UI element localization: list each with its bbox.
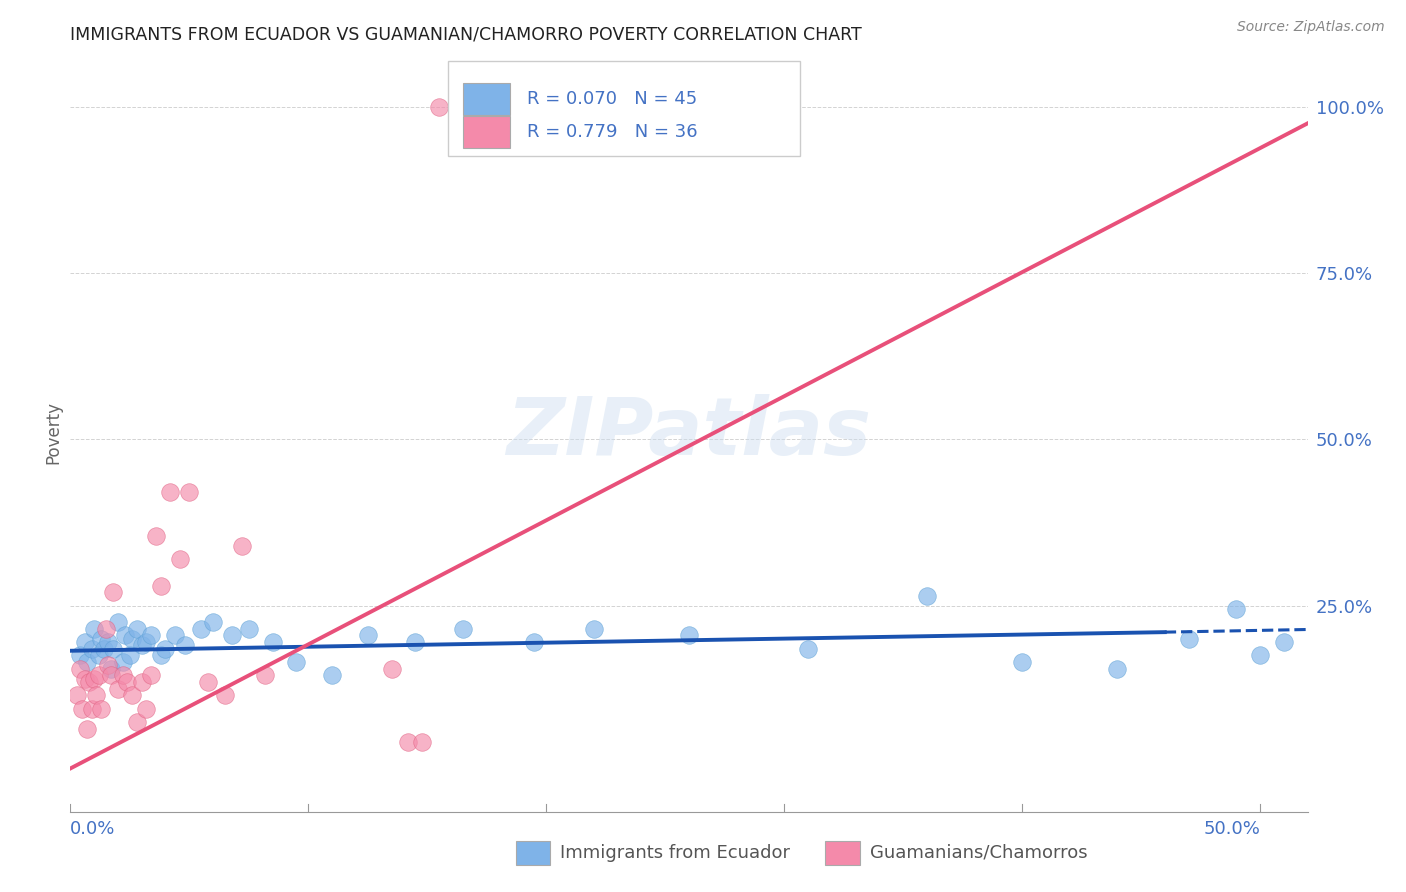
Text: ZIPatlas: ZIPatlas xyxy=(506,393,872,472)
Point xyxy=(114,628,136,642)
Point xyxy=(1011,655,1033,669)
Point xyxy=(678,628,700,642)
Point xyxy=(131,639,153,653)
Text: Guamanians/Chamorros: Guamanians/Chamorros xyxy=(869,844,1087,862)
Point xyxy=(70,701,93,715)
Point xyxy=(111,668,134,682)
Point xyxy=(1177,632,1199,646)
Text: 50.0%: 50.0% xyxy=(1204,820,1260,838)
Point xyxy=(221,628,243,642)
Point xyxy=(396,735,419,749)
Point xyxy=(94,622,117,636)
Point xyxy=(125,622,148,636)
Point xyxy=(118,648,141,663)
Point xyxy=(97,658,120,673)
Point xyxy=(262,635,284,649)
Point xyxy=(321,668,343,682)
Point xyxy=(111,655,134,669)
Point xyxy=(80,641,103,656)
Point xyxy=(169,552,191,566)
Point xyxy=(131,675,153,690)
Point xyxy=(1225,602,1247,616)
Text: 0.0%: 0.0% xyxy=(70,820,115,838)
Point xyxy=(179,485,201,500)
FancyBboxPatch shape xyxy=(516,840,550,865)
Point xyxy=(155,641,177,656)
Point xyxy=(141,628,163,642)
Point xyxy=(190,622,212,636)
Point xyxy=(79,675,101,690)
Point xyxy=(117,675,139,690)
Point xyxy=(163,628,186,642)
Point xyxy=(197,675,219,690)
Point xyxy=(101,641,124,656)
Point xyxy=(523,635,546,649)
Point xyxy=(86,689,108,703)
Point xyxy=(145,529,167,543)
Point xyxy=(97,635,120,649)
Point xyxy=(797,641,820,656)
Point xyxy=(202,615,225,630)
Point xyxy=(135,701,157,715)
Point xyxy=(1107,662,1129,676)
Point xyxy=(66,689,89,703)
Point xyxy=(141,668,163,682)
Point xyxy=(83,672,105,686)
Point xyxy=(582,622,605,636)
Point xyxy=(107,681,129,696)
Point xyxy=(69,662,91,676)
Point xyxy=(1249,648,1271,663)
Point xyxy=(76,655,98,669)
Point xyxy=(76,722,98,736)
Text: R = 0.779   N = 36: R = 0.779 N = 36 xyxy=(527,123,697,141)
Point xyxy=(451,622,474,636)
Text: R = 0.070   N = 45: R = 0.070 N = 45 xyxy=(527,90,697,108)
Point xyxy=(149,648,172,663)
Text: Source: ZipAtlas.com: Source: ZipAtlas.com xyxy=(1237,20,1385,34)
Point xyxy=(101,585,124,599)
Point xyxy=(90,632,112,646)
Point xyxy=(73,672,96,686)
Point xyxy=(285,655,308,669)
Point xyxy=(231,539,253,553)
Point xyxy=(100,668,122,682)
Point xyxy=(100,662,122,676)
Point xyxy=(90,701,112,715)
Point xyxy=(214,689,236,703)
Text: Immigrants from Ecuador: Immigrants from Ecuador xyxy=(560,844,790,862)
Point xyxy=(83,622,105,636)
FancyBboxPatch shape xyxy=(825,840,859,865)
FancyBboxPatch shape xyxy=(447,62,800,156)
Y-axis label: Poverty: Poverty xyxy=(44,401,62,464)
Point xyxy=(121,689,143,703)
Point xyxy=(254,668,277,682)
Point xyxy=(173,639,195,653)
Point xyxy=(411,735,433,749)
Point xyxy=(135,635,157,649)
Point xyxy=(80,701,103,715)
Point xyxy=(87,668,110,682)
Point xyxy=(404,635,426,649)
FancyBboxPatch shape xyxy=(463,83,509,115)
Point xyxy=(93,641,115,656)
Point xyxy=(121,632,143,646)
Point xyxy=(238,622,260,636)
Point xyxy=(149,578,172,592)
Text: IMMIGRANTS FROM ECUADOR VS GUAMANIAN/CHAMORRO POVERTY CORRELATION CHART: IMMIGRANTS FROM ECUADOR VS GUAMANIAN/CHA… xyxy=(70,26,862,44)
Point xyxy=(357,628,380,642)
Point xyxy=(159,485,181,500)
Point xyxy=(1272,635,1295,649)
Point xyxy=(73,635,96,649)
Point xyxy=(69,648,91,663)
Point xyxy=(125,714,148,729)
Point xyxy=(107,615,129,630)
FancyBboxPatch shape xyxy=(463,116,509,148)
Point xyxy=(380,662,402,676)
Point xyxy=(427,100,450,114)
Point xyxy=(915,589,938,603)
Point xyxy=(87,648,110,663)
